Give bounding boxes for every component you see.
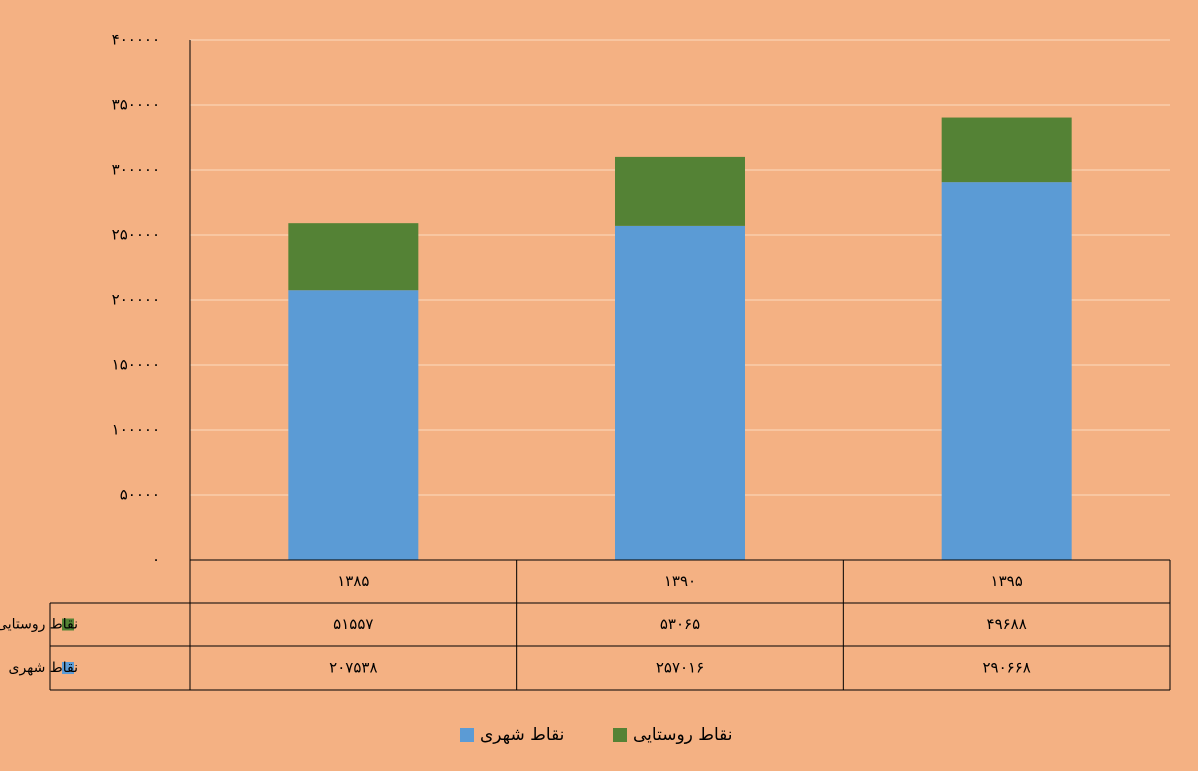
table-value: ۲۰۷۵۳۸ <box>329 659 377 677</box>
y-tick-label: ۵۰۰۰۰ <box>120 486 160 504</box>
table-row-label: نقاط شهری <box>8 660 78 676</box>
bar-segment <box>288 223 419 291</box>
y-tick-label: ۳۵۰۰۰۰ <box>112 96 160 114</box>
bar-segment <box>288 290 419 560</box>
bar-segment <box>615 156 745 226</box>
table-legend-key <box>62 662 74 674</box>
table-value: ۵۳۰۶۵ <box>660 615 700 633</box>
bar-segment <box>615 225 745 560</box>
y-tick-label: ۴۰۰۰۰۰ <box>112 31 160 49</box>
category-label: ۱۳۹۰ <box>664 572 696 590</box>
legend-key <box>613 728 627 742</box>
bar-segment <box>941 117 1072 183</box>
table-value: ۴۹۶۸۸ <box>987 615 1027 633</box>
table-row-label: نقاط روستایی <box>0 617 78 633</box>
y-tick-label: ۱۰۰۰۰۰ <box>112 421 160 439</box>
y-tick-label: ۳۰۰۰۰۰ <box>112 161 160 179</box>
bar-segment <box>941 182 1072 561</box>
table-value: ۵۱۵۵۷ <box>333 615 373 633</box>
y-tick-label: ۱۵۰۰۰۰ <box>112 356 160 374</box>
y-tick-label: ۲۵۰۰۰۰ <box>112 226 160 244</box>
legend-key <box>460 728 474 742</box>
y-tick-label: ۰ <box>152 551 160 569</box>
table-value: ۲۵۷۰۱۶ <box>656 659 704 677</box>
table-legend-key <box>62 618 74 631</box>
legend-label: نقاط شهری <box>480 725 564 745</box>
table-value: ۲۹۰۶۶۸ <box>982 659 1030 677</box>
category-label: ۱۳۹۵ <box>991 572 1023 590</box>
category-label: ۱۳۸۵ <box>337 572 369 590</box>
y-tick-label: ۲۰۰۰۰۰ <box>112 291 160 309</box>
legend-label: نقاط روستایی <box>633 725 733 745</box>
